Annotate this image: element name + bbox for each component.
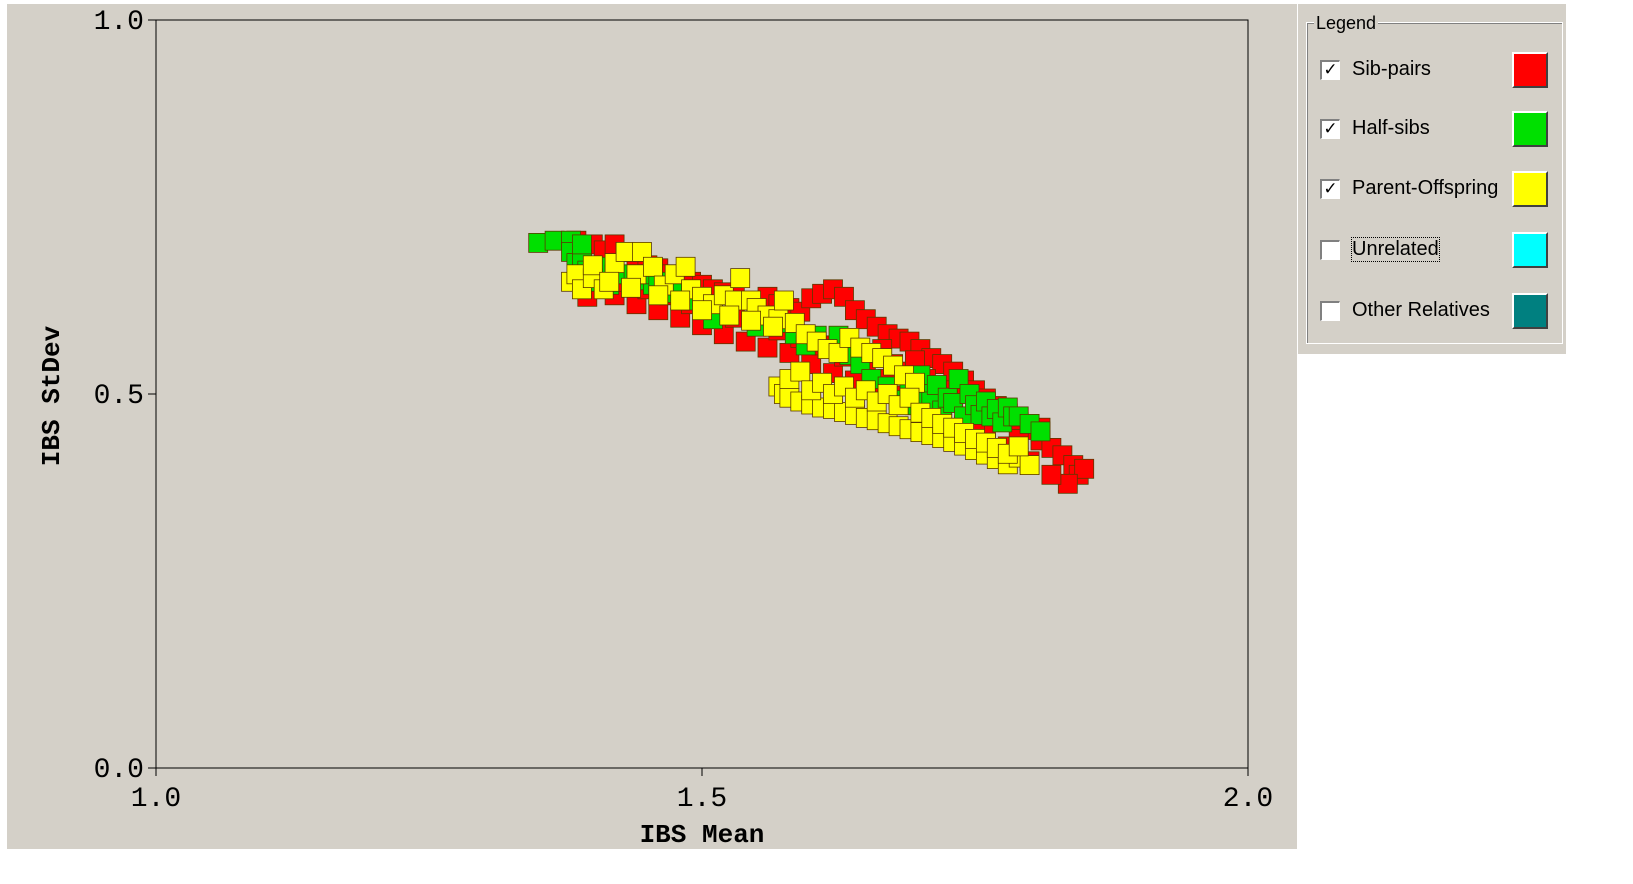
y-tick-label: 1.0 bbox=[94, 7, 144, 38]
data-point bbox=[1008, 436, 1029, 457]
x-tick-label: 2.0 bbox=[1223, 784, 1273, 815]
legend-item-sib-pairs[interactable]: ✓ Sib-pairs bbox=[1320, 52, 1560, 88]
legend-item-parent-offspring[interactable]: ✓ Parent-Offspring bbox=[1320, 171, 1560, 207]
data-point bbox=[948, 369, 969, 389]
scatter-chart: 1.0 1.5 2.0 0.0 0.5 1.0 IBS Mean IBS StDev bbox=[37, 7, 1274, 850]
data-point bbox=[1030, 421, 1051, 442]
sib-pairs-checkbox[interactable]: ✓ bbox=[1320, 60, 1340, 80]
data-point bbox=[1019, 455, 1040, 476]
data-point bbox=[899, 387, 920, 408]
x-axis-label: IBS Mean bbox=[640, 820, 765, 849]
y-axis-label: IBS StDev bbox=[37, 325, 67, 466]
sib-pairs-color-swatch[interactable] bbox=[1512, 52, 1548, 88]
other-relatives-color-swatch[interactable] bbox=[1512, 293, 1548, 329]
data-point bbox=[632, 241, 652, 262]
x-tick-label: 1.0 bbox=[131, 784, 181, 815]
legend-label: Half-sibs bbox=[1352, 117, 1430, 139]
legend-frame bbox=[1306, 22, 1563, 344]
half-sibs-color-swatch[interactable] bbox=[1512, 111, 1548, 147]
data-point bbox=[763, 316, 783, 337]
legend-label: Parent-Offspring bbox=[1352, 177, 1499, 199]
unrelated-checkbox[interactable] bbox=[1320, 240, 1340, 260]
series-parent-offspring bbox=[561, 241, 1040, 476]
legend-item-other-relatives[interactable]: Other Relatives bbox=[1320, 293, 1560, 329]
data-point bbox=[719, 305, 740, 326]
data-point bbox=[582, 255, 603, 276]
unrelated-color-swatch[interactable] bbox=[1512, 232, 1548, 268]
legend-label: Sib-pairs bbox=[1352, 58, 1431, 80]
legend-label: Other Relatives bbox=[1352, 299, 1490, 321]
x-tick-label: 1.5 bbox=[677, 784, 727, 815]
plot-panel: 1.0 1.5 2.0 0.0 0.5 1.0 IBS Mean IBS StDev bbox=[7, 4, 1297, 850]
data-point bbox=[648, 285, 669, 306]
half-sibs-checkbox[interactable]: ✓ bbox=[1320, 119, 1340, 139]
y-tick-label: 0.5 bbox=[94, 381, 144, 412]
y-tick-label: 0.0 bbox=[94, 755, 144, 786]
plot-area bbox=[155, 19, 1249, 769]
data-point bbox=[730, 268, 751, 289]
data-point bbox=[741, 310, 761, 331]
data-point bbox=[643, 256, 663, 277]
parent-offspring-checkbox[interactable]: ✓ bbox=[1320, 179, 1340, 199]
data-point bbox=[675, 256, 696, 277]
legend-title: Legend bbox=[1314, 13, 1379, 34]
data-point bbox=[757, 337, 778, 358]
legend-item-unrelated[interactable]: Unrelated bbox=[1320, 232, 1560, 268]
data-point bbox=[1041, 464, 1062, 485]
data-points bbox=[528, 230, 1095, 494]
data-point bbox=[774, 290, 794, 311]
data-point bbox=[828, 342, 849, 363]
parent-offspring-color-swatch[interactable] bbox=[1512, 171, 1548, 207]
other-relatives-checkbox[interactable] bbox=[1320, 301, 1340, 321]
data-point bbox=[599, 271, 620, 292]
data-point bbox=[735, 331, 756, 352]
data-point bbox=[621, 277, 641, 298]
legend-label: Unrelated bbox=[1351, 237, 1440, 262]
data-point bbox=[1074, 458, 1095, 479]
data-point bbox=[790, 361, 811, 382]
data-point bbox=[670, 290, 691, 311]
legend-panel: Legend ✓ Sib-pairs ✓ Half-sibs ✓ Parent-… bbox=[1298, 4, 1566, 354]
legend-item-half-sibs[interactable]: ✓ Half-sibs bbox=[1320, 111, 1560, 147]
data-point bbox=[572, 234, 592, 255]
data-point bbox=[692, 300, 712, 321]
axes: 1.0 1.5 2.0 0.0 0.5 1.0 bbox=[94, 7, 1274, 815]
